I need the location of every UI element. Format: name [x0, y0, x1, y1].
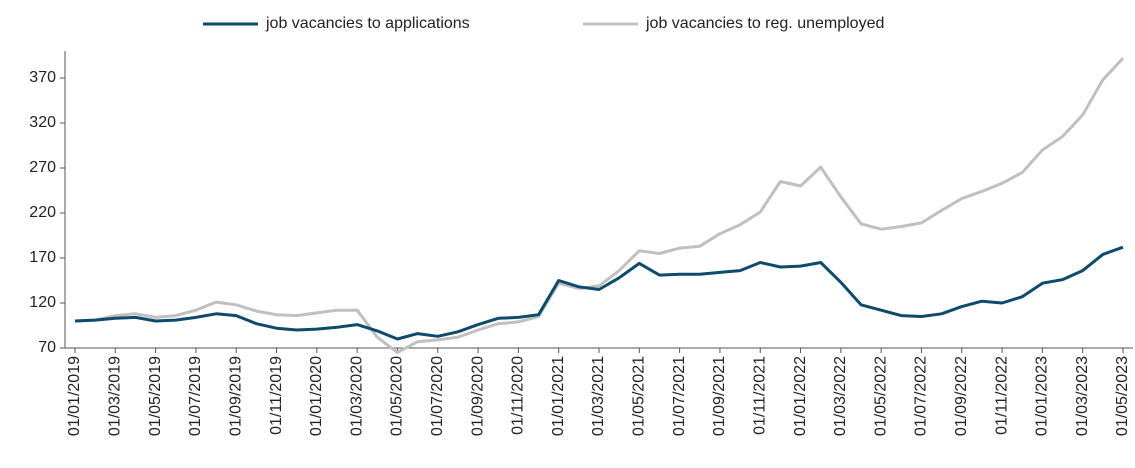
x-tick-label: 01/03/2022 — [832, 356, 849, 436]
x-tick-label: 01/05/2019 — [147, 356, 164, 436]
x-tick-label: 01/07/2022 — [913, 356, 930, 436]
x-tick-label: 01/11/2021 — [751, 356, 768, 435]
x-tick-label: 01/01/2021 — [550, 356, 567, 436]
x-tick-label: 01/07/2021 — [671, 356, 688, 436]
series-line — [74, 57, 1125, 354]
x-tick-label: 01/11/2020 — [510, 356, 527, 435]
y-tick-label: 370 — [29, 69, 56, 86]
series-line — [74, 245, 1124, 341]
x-tick-label: 01/01/2020 — [308, 356, 325, 436]
x-tick-label: 01/01/2019 — [66, 356, 83, 436]
y-tick-label: 220 — [29, 204, 56, 221]
x-tick-label: 01/03/2019 — [107, 356, 124, 436]
x-tick-label: 01/07/2020 — [429, 356, 446, 436]
x-tick-label: 01/03/2020 — [348, 356, 365, 436]
y-tick-label: 70 — [38, 339, 56, 356]
x-tick-label: 01/03/2023 — [1074, 356, 1091, 436]
x-tick-label: 01/07/2019 — [187, 356, 204, 436]
x-tick-label: 01/09/2020 — [469, 356, 486, 436]
y-tick-label: 320 — [29, 114, 56, 131]
x-tick-label: 01/03/2021 — [590, 356, 607, 436]
x-tick-label: 01/11/2022 — [993, 356, 1010, 435]
y-tick-label: 120 — [29, 294, 56, 311]
x-tick-label: 01/09/2019 — [227, 356, 244, 436]
x-tick-label: 01/01/2022 — [792, 356, 809, 436]
x-tick-label: 01/09/2021 — [711, 356, 728, 436]
y-tick-label: 270 — [29, 159, 56, 176]
x-tick-label: 01/05/2021 — [631, 356, 648, 436]
x-tick-label: 01/09/2022 — [953, 356, 970, 436]
y-tick-label: 170 — [29, 249, 56, 266]
x-tick-label: 01/01/2023 — [1034, 356, 1051, 436]
x-tick-label: 01/05/2020 — [389, 356, 406, 436]
legend-label: job vacancies to reg. unemployed — [645, 15, 884, 32]
x-tick-label: 01/11/2019 — [268, 356, 285, 435]
x-tick-label: 01/05/2023 — [1114, 356, 1131, 436]
legend-label: job vacancies to applications — [265, 15, 470, 32]
x-tick-label: 01/05/2022 — [872, 356, 889, 436]
